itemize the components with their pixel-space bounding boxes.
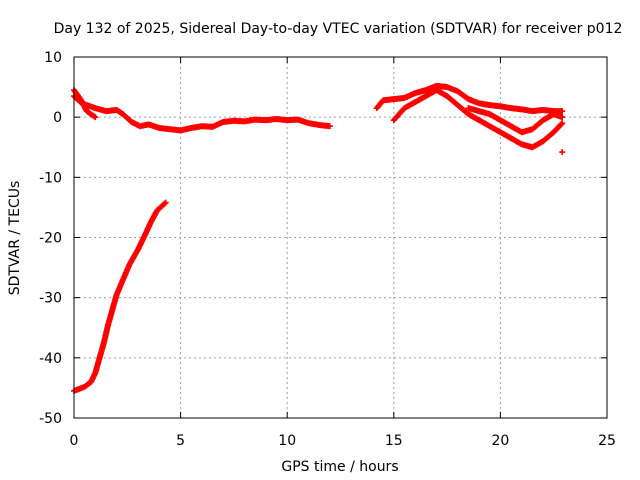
data-point	[92, 114, 99, 121]
y-tick-label: -30	[39, 291, 62, 307]
data-point	[161, 200, 168, 207]
x-tick-label: 15	[385, 433, 403, 449]
data-point	[326, 123, 333, 130]
x-tick-label: 5	[176, 433, 185, 449]
series-3	[390, 87, 566, 151]
y-tick-labels: -50 -40 -30 -20 -10 0 10	[39, 50, 62, 427]
data-point	[558, 121, 565, 128]
data-series	[71, 82, 566, 394]
x-tick-label: 20	[491, 433, 509, 449]
series-1	[71, 87, 99, 121]
data-point	[559, 120, 566, 127]
series-0	[71, 93, 333, 134]
x-tick-label: 0	[70, 433, 79, 449]
chart-title: Day 132 of 2025, Sidereal Day-to-day VTE…	[54, 21, 623, 37]
series-4	[465, 105, 566, 136]
y-tick-label: -10	[39, 170, 62, 186]
x-tick-label: 10	[278, 433, 296, 449]
plot-frame	[73, 56, 608, 419]
y-axis-label: SDTVAR / TECUs	[7, 181, 23, 296]
series-5	[559, 149, 566, 156]
data-point	[559, 114, 566, 121]
y-tick-label: -20	[39, 231, 62, 247]
series-6	[71, 199, 169, 394]
y-tick-label: -40	[39, 351, 62, 367]
series-2	[373, 82, 566, 115]
y-tick-label: 10	[44, 50, 62, 66]
y-tick-label: -50	[39, 411, 62, 427]
x-tick-label: 25	[598, 433, 616, 449]
data-point	[559, 149, 566, 156]
data-point	[559, 108, 566, 115]
data-point	[162, 199, 169, 206]
x-tick-labels: 0 5 10 15 20 25	[70, 433, 616, 449]
y-tick-label: 0	[53, 110, 62, 126]
x-axis-label: GPS time / hours	[281, 459, 398, 475]
